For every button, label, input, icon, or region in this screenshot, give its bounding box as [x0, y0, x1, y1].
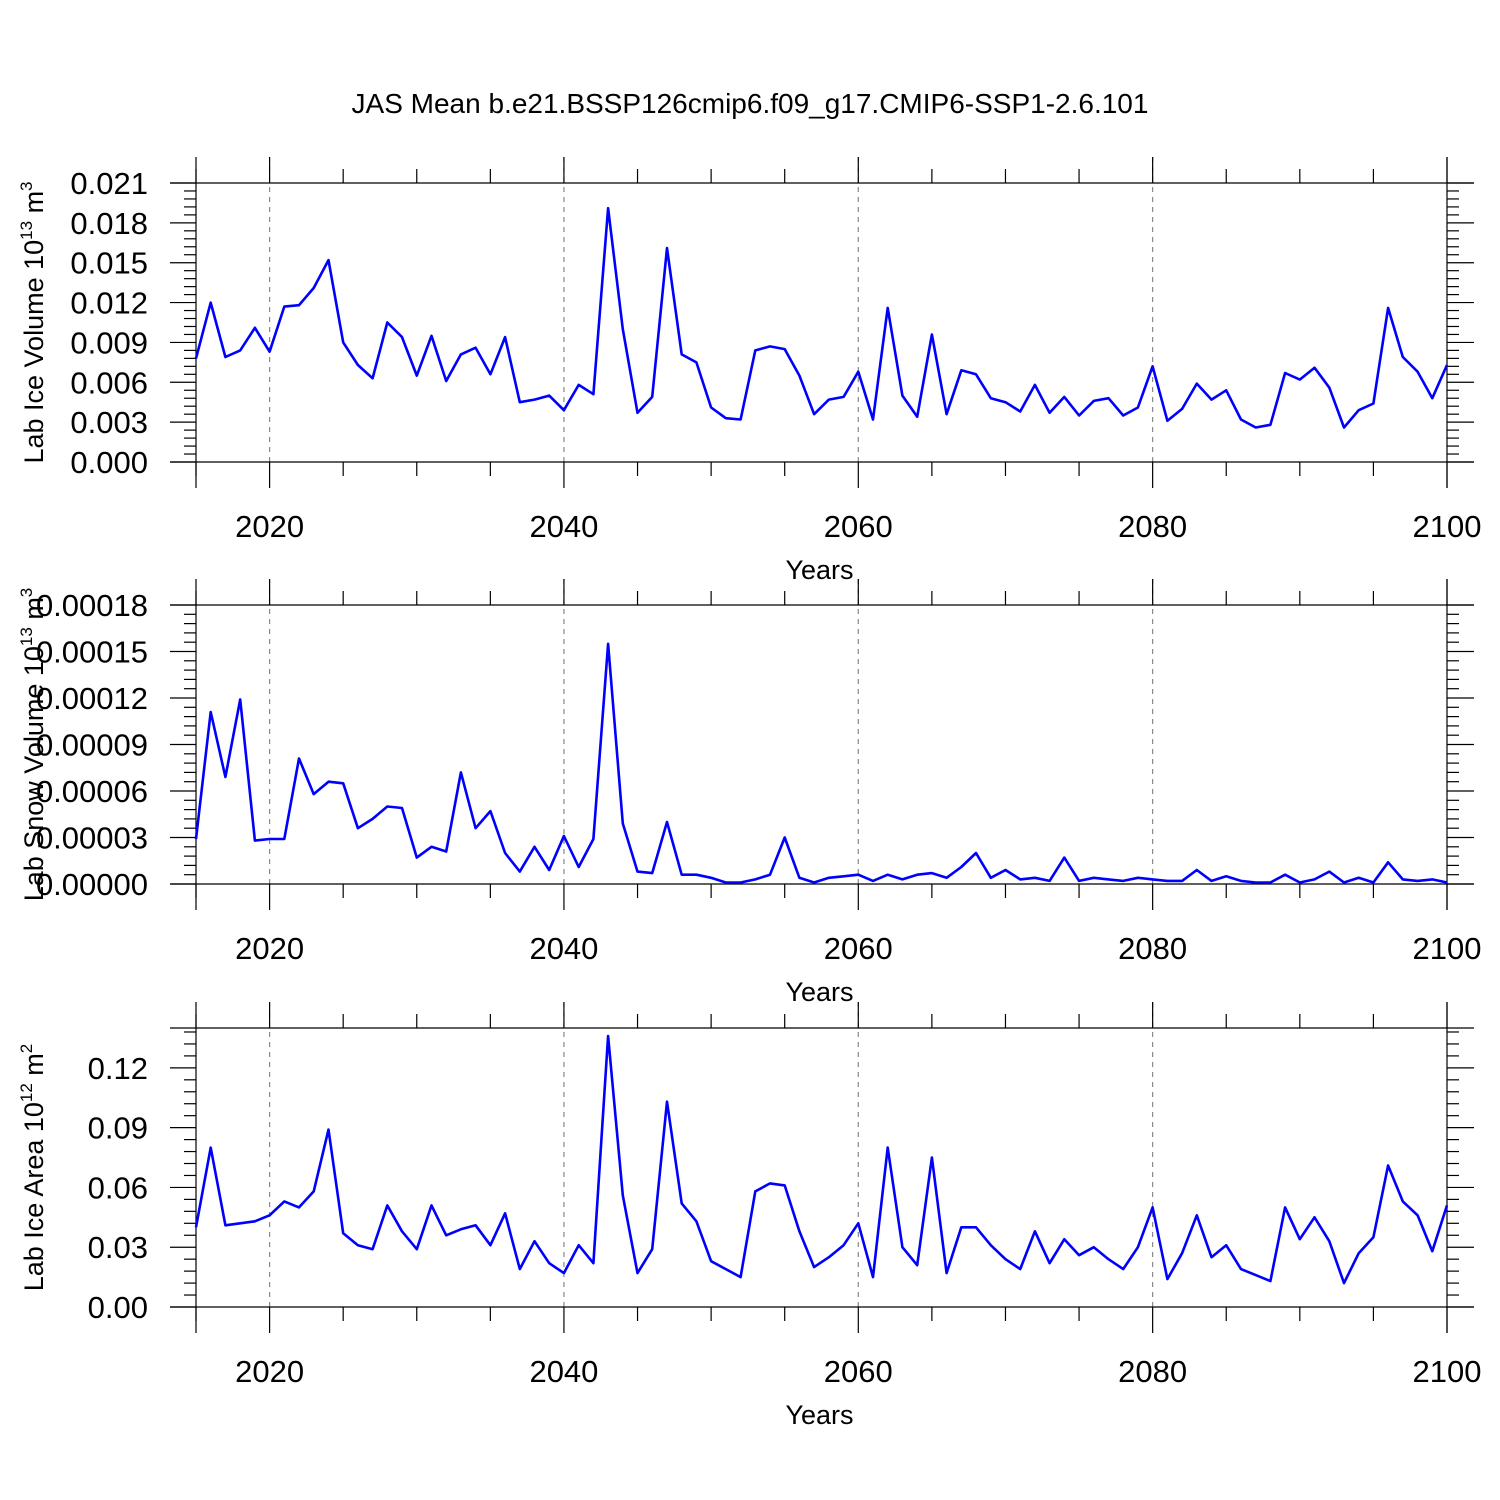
y-tick-label: 0.012: [70, 286, 148, 321]
x-tick-label: 2060: [824, 931, 893, 966]
x-axis-title: Years: [785, 1400, 853, 1430]
x-axis-title: Years: [785, 555, 853, 585]
y-tick-label: 0.00015: [36, 635, 148, 670]
series-line: [194, 206, 1449, 429]
x-tick-label: 2040: [529, 509, 598, 544]
y-tick-label: 0.018: [70, 206, 148, 241]
y-tick-label: 0.003: [70, 405, 148, 440]
y-tick-label: 0.00000: [36, 867, 148, 902]
x-tick-label: 2060: [824, 1354, 893, 1389]
panel-snow-volume: 2020 2040 2060 2080 2100 0.00000 0.00003 0.0000…: [17, 579, 1481, 1007]
x-tick-label: 2020: [235, 931, 304, 966]
y-tick-label: 0.021: [70, 166, 148, 201]
x-tick-label: 2100: [1413, 1354, 1482, 1389]
panel-ice-area: 2020 2040 2060 2080 2100 0.00 0.03 0.06 0.09 0.12…: [17, 1002, 1481, 1430]
y-tick-label: 0.06: [88, 1170, 148, 1205]
y-tick-label: 0.009: [70, 325, 148, 360]
y-tick-label: 0.00006: [36, 774, 148, 809]
x-tick-label: 2040: [529, 931, 598, 966]
x-tick-label: 2100: [1413, 509, 1482, 544]
y-tick-label: 0.12: [88, 1051, 148, 1086]
series-line: [194, 642, 1448, 884]
x-tick-label: 2020: [235, 1354, 304, 1389]
x-tick-label: 2040: [529, 1354, 598, 1389]
y-tick-label: 0.09: [88, 1111, 148, 1146]
x-tick-label: 2080: [1118, 509, 1187, 544]
x-tick-label: 2080: [1118, 931, 1187, 966]
y-tick-label: 0.006: [70, 365, 148, 400]
x-axis-title: Years: [785, 977, 853, 1007]
series-line: [194, 1034, 1449, 1285]
y-tick-label: 0.00: [88, 1290, 148, 1325]
y-tick-label: 0.000: [70, 445, 148, 480]
x-tick-label: 2100: [1413, 931, 1482, 966]
y-tick-label: 0.00009: [36, 728, 148, 763]
y-tick-label: 0.00003: [36, 821, 148, 856]
y-axis-title: Lab Ice Area 1012 m2: [17, 1044, 49, 1292]
y-tick-label: 0.015: [70, 246, 148, 281]
y-axis-title: Lab Ice Volume 1013 m3: [17, 181, 49, 463]
x-tick-label: 2020: [235, 509, 304, 544]
y-axis-title: Lab Snow Volume 1013 m3: [17, 588, 49, 902]
y-tick-label: 0.00012: [36, 681, 148, 716]
y-tick-label: 0.03: [88, 1230, 148, 1265]
chart-title: JAS Mean b.e21.BSSP126cmip6.f09_g17.CMIP…: [351, 88, 1149, 119]
x-tick-label: 2080: [1118, 1354, 1187, 1389]
x-tick-label: 2060: [824, 509, 893, 544]
y-tick-label: 0.00018: [36, 588, 148, 623]
panel-ice-volume: 2020 2040 2060 2080 2100 0.000 0.003 0.006 0.009…: [17, 157, 1481, 585]
